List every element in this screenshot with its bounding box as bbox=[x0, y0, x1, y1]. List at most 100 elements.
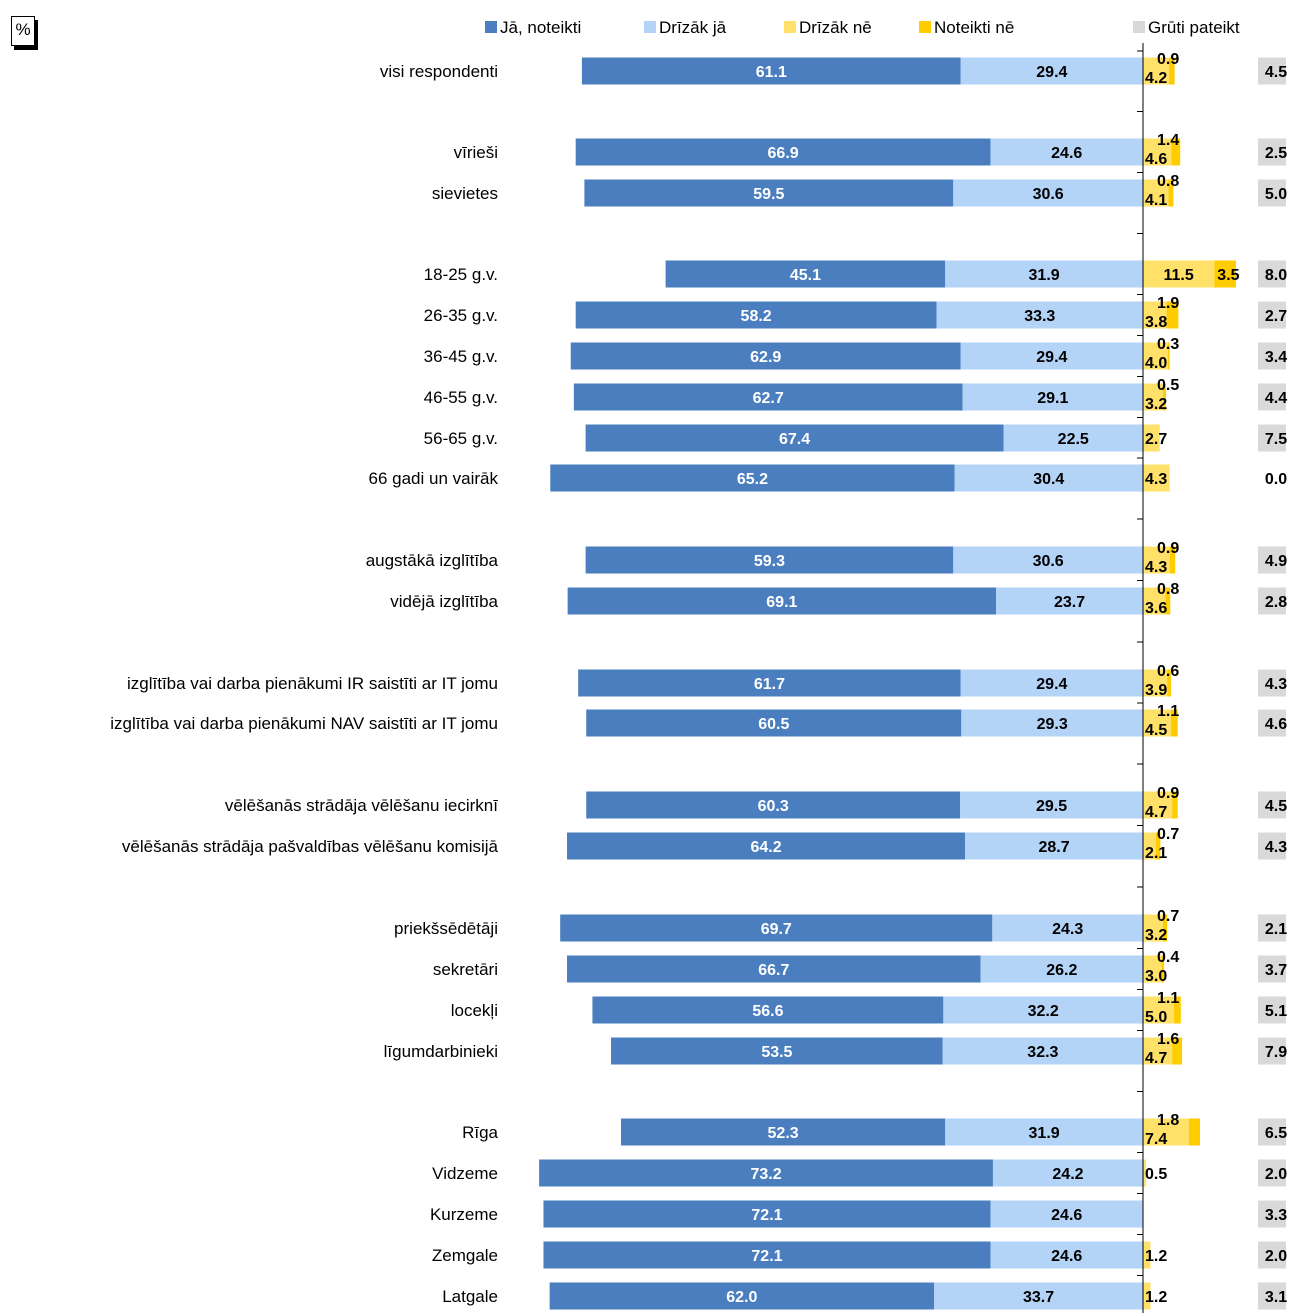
data-label: 69.7 bbox=[761, 921, 792, 938]
bar-noteikti-ne bbox=[1188, 1118, 1201, 1146]
chart-row: 56-65 g.v. 67.4 22.5 2.7 7.5 bbox=[424, 424, 1287, 452]
bar-drizak-ja bbox=[945, 1118, 1143, 1146]
bar-drizak-ne bbox=[1143, 996, 1174, 1024]
category-label: 18-25 g.v. bbox=[424, 265, 498, 284]
bar-ja-noteikti bbox=[543, 1200, 991, 1228]
bar-gruti-pateikt bbox=[1258, 1282, 1286, 1310]
data-label: 28.7 bbox=[1038, 839, 1069, 856]
bar-noteikti-ne bbox=[1169, 57, 1175, 85]
data-label: 67.4 bbox=[779, 431, 810, 448]
bar-ja-noteikti bbox=[585, 546, 954, 574]
data-label: 31.9 bbox=[1029, 1125, 1060, 1142]
data-label: 5.0 bbox=[1265, 186, 1287, 203]
data-label: 0.5 bbox=[1157, 377, 1179, 394]
bar-gruti-pateikt bbox=[1258, 546, 1286, 574]
bar-drizak-ne bbox=[1143, 587, 1166, 615]
chart-row: vidējā izglītība 69.1 23.7 3.6 0.8 2.8 bbox=[390, 581, 1287, 617]
bar-drizak-ja bbox=[936, 301, 1143, 329]
bar-noteikti-ne bbox=[1170, 709, 1178, 737]
data-label: 29.4 bbox=[1036, 676, 1067, 693]
bar-drizak-ja bbox=[962, 383, 1143, 411]
data-label: 61.7 bbox=[754, 676, 785, 693]
category-label: izglītība vai darba pienākumi NAV saistī… bbox=[110, 714, 498, 733]
category-label: 26-35 g.v. bbox=[424, 306, 498, 325]
bar-drizak-ja bbox=[942, 1037, 1143, 1065]
data-label: 1.1 bbox=[1157, 703, 1179, 720]
data-label: 59.5 bbox=[753, 186, 784, 203]
data-label: 1.2 bbox=[1145, 1289, 1167, 1306]
data-label: 2.1 bbox=[1265, 921, 1287, 938]
bar-drizak-ne bbox=[1143, 1241, 1151, 1269]
chart-row: izglītība vai darba pienākumi NAV saistī… bbox=[110, 703, 1287, 739]
chart-row: 66 gadi un vairāk 65.2 30.4 4.3 0.0 bbox=[369, 464, 1287, 492]
data-label: 30.6 bbox=[1033, 186, 1064, 203]
bar-gruti-pateikt bbox=[1258, 1241, 1286, 1269]
data-label: 72.1 bbox=[751, 1207, 782, 1224]
bar-ja-noteikti bbox=[584, 179, 954, 207]
legend-swatch bbox=[784, 21, 796, 33]
data-label: 4.5 bbox=[1265, 64, 1287, 81]
data-label: 0.7 bbox=[1157, 908, 1179, 925]
bar-drizak-ja bbox=[960, 57, 1143, 85]
data-label: 24.6 bbox=[1051, 1207, 1082, 1224]
bar-ja-noteikti bbox=[539, 1159, 993, 1187]
legend-label: Drīzāk jā bbox=[659, 18, 727, 37]
data-label: 2.7 bbox=[1265, 308, 1287, 325]
bar-gruti-pateikt bbox=[1258, 832, 1286, 860]
data-label: 1.1 bbox=[1157, 990, 1179, 1007]
bar-gruti-pateikt bbox=[1258, 301, 1286, 329]
bar-ja-noteikti bbox=[592, 996, 944, 1024]
bar-drizak-ne bbox=[1143, 791, 1173, 819]
bar-ja-noteikti bbox=[620, 1118, 946, 1146]
category-label: līgumdarbinieki bbox=[384, 1042, 498, 1061]
bar-noteikti-ne bbox=[1162, 383, 1166, 411]
bar-drizak-ne bbox=[1143, 1282, 1151, 1310]
data-label: 45.1 bbox=[790, 267, 821, 284]
bar-gruti-pateikt bbox=[1258, 996, 1286, 1024]
bar-noteikti-ne bbox=[1174, 996, 1181, 1024]
data-label: 32.3 bbox=[1027, 1044, 1058, 1061]
data-label: 56.6 bbox=[752, 1003, 783, 1020]
data-label: 3.1 bbox=[1265, 1289, 1287, 1306]
data-label: 60.5 bbox=[758, 716, 789, 733]
chart-row: 46-55 g.v. 62.7 29.1 3.2 0.5 4.4 bbox=[424, 377, 1288, 413]
data-label: 60.3 bbox=[758, 798, 789, 815]
data-label: 2.0 bbox=[1265, 1166, 1287, 1183]
category-label: priekšsēdētāji bbox=[394, 919, 498, 938]
bar-ja-noteikti bbox=[560, 914, 993, 942]
data-label: 52.3 bbox=[768, 1125, 799, 1142]
bar-noteikti-ne bbox=[1161, 955, 1165, 983]
data-label: 66.7 bbox=[758, 962, 789, 979]
data-label: 4.4 bbox=[1265, 390, 1287, 407]
bar-drizak-ja bbox=[992, 1159, 1143, 1187]
data-label: 0.8 bbox=[1157, 173, 1179, 190]
data-label: 1.9 bbox=[1157, 295, 1179, 312]
data-label: 7.5 bbox=[1265, 431, 1287, 448]
bar-noteikti-ne bbox=[1168, 179, 1174, 207]
bar-drizak-ja bbox=[934, 1282, 1143, 1310]
bar-ja-noteikti bbox=[543, 1241, 991, 1269]
data-label: 24.6 bbox=[1051, 1248, 1082, 1265]
bar-drizak-ja bbox=[996, 587, 1143, 615]
chart-row: 18-25 g.v. 45.1 31.9 11.5 3.5 8.0 bbox=[424, 260, 1287, 288]
bar-ja-noteikti bbox=[567, 832, 966, 860]
bar-drizak-ne bbox=[1143, 546, 1170, 574]
category-label: sievietes bbox=[432, 184, 498, 203]
category-label: vēlēšanās strādāja vēlēšanu iecirknī bbox=[225, 796, 498, 815]
bar-ja-noteikti bbox=[575, 301, 937, 329]
bar-drizak-ja bbox=[980, 955, 1143, 983]
data-label: 4.6 bbox=[1145, 151, 1167, 168]
data-label: 62.7 bbox=[753, 390, 784, 407]
bar-drizak-ja bbox=[953, 546, 1143, 574]
category-label: vēlēšanās strādāja pašvaldības vēlēšanu … bbox=[122, 837, 499, 856]
bar-ja-noteikti bbox=[581, 57, 961, 85]
bar-gruti-pateikt bbox=[1258, 1159, 1286, 1187]
data-label: 2.8 bbox=[1265, 594, 1287, 611]
data-label: 4.3 bbox=[1145, 559, 1167, 576]
data-label: 11.5 bbox=[1164, 267, 1194, 284]
legend-label: Drīzāk nē bbox=[799, 18, 872, 37]
data-label: 5.0 bbox=[1145, 1009, 1167, 1026]
data-label: 72.1 bbox=[751, 1248, 782, 1265]
bar-drizak-ne bbox=[1143, 832, 1157, 860]
data-label: 0.9 bbox=[1157, 785, 1179, 802]
